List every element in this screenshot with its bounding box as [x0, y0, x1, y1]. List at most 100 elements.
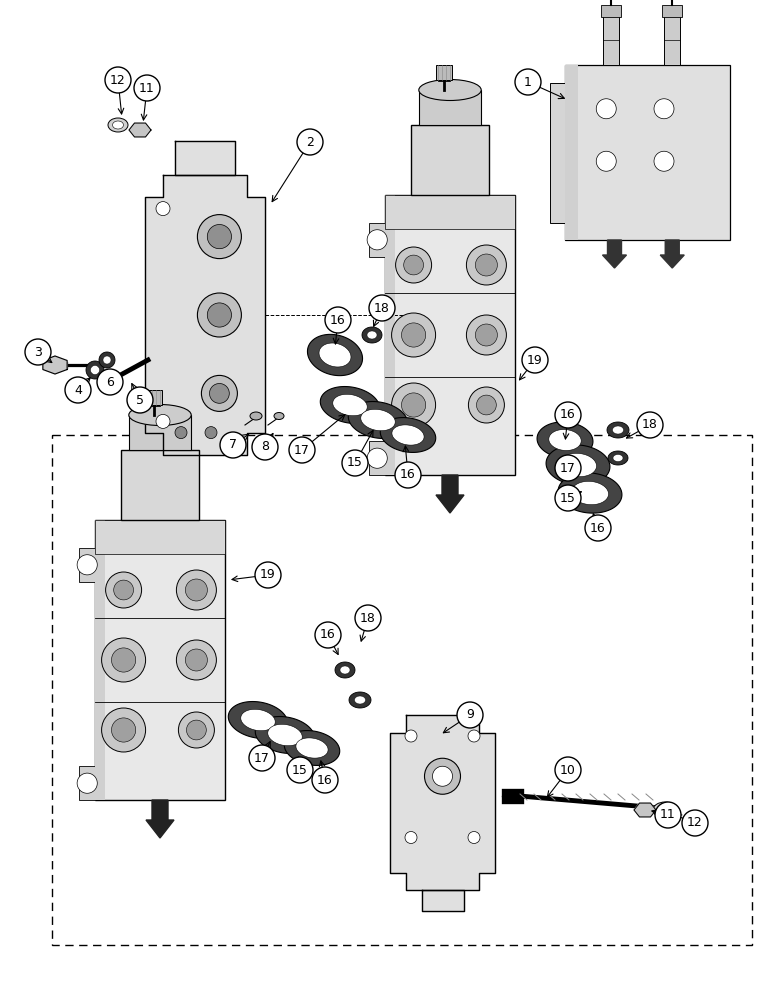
Text: 18: 18 [374, 302, 390, 314]
Circle shape [654, 99, 674, 119]
Polygon shape [560, 453, 597, 477]
Polygon shape [284, 731, 340, 765]
Bar [550, 83, 565, 223]
Bar [385, 195, 395, 475]
Circle shape [198, 215, 242, 259]
Polygon shape [362, 327, 382, 343]
Polygon shape [256, 717, 315, 753]
Polygon shape [546, 445, 610, 485]
Circle shape [395, 247, 432, 283]
Text: 16: 16 [320, 629, 336, 642]
Circle shape [515, 69, 541, 95]
Polygon shape [99, 352, 115, 368]
Circle shape [391, 383, 435, 427]
Text: 16: 16 [400, 468, 416, 482]
Circle shape [468, 832, 480, 844]
Circle shape [315, 622, 341, 648]
Circle shape [106, 572, 141, 608]
Circle shape [355, 605, 381, 631]
Bar [145, 389, 161, 404]
Polygon shape [268, 724, 302, 746]
Circle shape [102, 638, 146, 682]
Polygon shape [86, 361, 104, 379]
Polygon shape [390, 715, 495, 890]
Circle shape [312, 767, 338, 793]
Circle shape [425, 758, 461, 794]
Polygon shape [348, 402, 408, 438]
Polygon shape [333, 394, 367, 416]
Text: 12: 12 [687, 816, 703, 830]
Polygon shape [613, 455, 623, 461]
Polygon shape [90, 366, 100, 374]
Circle shape [367, 448, 388, 468]
Ellipse shape [418, 80, 481, 101]
Ellipse shape [659, 806, 672, 814]
Circle shape [77, 773, 97, 793]
Bar [95, 520, 106, 800]
Polygon shape [129, 123, 151, 137]
Circle shape [65, 377, 91, 403]
Circle shape [25, 339, 51, 365]
Text: 19: 19 [527, 354, 543, 366]
Polygon shape [349, 692, 371, 708]
Circle shape [596, 151, 616, 171]
Ellipse shape [274, 412, 284, 420]
Ellipse shape [129, 404, 191, 426]
Circle shape [97, 369, 123, 395]
Bar [369, 223, 385, 257]
Circle shape [134, 75, 160, 101]
Text: 19: 19 [260, 568, 276, 582]
Polygon shape [175, 141, 235, 175]
Text: 4: 4 [74, 383, 82, 396]
Polygon shape [367, 331, 377, 339]
Polygon shape [229, 702, 288, 738]
Circle shape [176, 570, 216, 610]
Circle shape [466, 245, 506, 285]
Circle shape [77, 555, 97, 575]
Polygon shape [103, 356, 111, 364]
Text: 15: 15 [560, 491, 576, 504]
Text: 11: 11 [660, 808, 676, 822]
Bar [52, 435, 752, 945]
Circle shape [585, 515, 611, 541]
Text: 16: 16 [330, 314, 346, 326]
Circle shape [555, 757, 581, 783]
Circle shape [369, 295, 395, 321]
Polygon shape [571, 481, 608, 505]
Bar [601, 5, 621, 17]
Polygon shape [354, 696, 365, 704]
Text: 12: 12 [110, 74, 126, 87]
Circle shape [113, 580, 134, 600]
Text: 16: 16 [317, 774, 333, 786]
Circle shape [178, 712, 215, 748]
Circle shape [522, 347, 548, 373]
Bar [411, 125, 489, 195]
Circle shape [175, 427, 187, 439]
Text: 1: 1 [524, 76, 532, 89]
Circle shape [156, 414, 170, 428]
Bar [662, 5, 682, 17]
Bar [603, 15, 619, 65]
Text: 15: 15 [347, 456, 363, 470]
Text: 16: 16 [590, 522, 606, 534]
Polygon shape [634, 803, 656, 817]
Bar [121, 450, 199, 520]
Circle shape [432, 766, 452, 786]
Circle shape [476, 254, 497, 276]
Circle shape [102, 708, 146, 752]
Circle shape [469, 387, 504, 423]
Circle shape [255, 562, 281, 588]
Circle shape [111, 718, 136, 742]
Circle shape [325, 307, 351, 333]
Polygon shape [340, 666, 350, 674]
Bar [418, 90, 481, 125]
Polygon shape [558, 473, 622, 513]
Circle shape [391, 313, 435, 357]
Polygon shape [607, 422, 629, 438]
Text: 8: 8 [261, 440, 269, 454]
Text: 10: 10 [560, 764, 576, 776]
Circle shape [466, 315, 506, 355]
Circle shape [395, 462, 421, 488]
Bar [80, 766, 95, 800]
Polygon shape [361, 409, 395, 431]
